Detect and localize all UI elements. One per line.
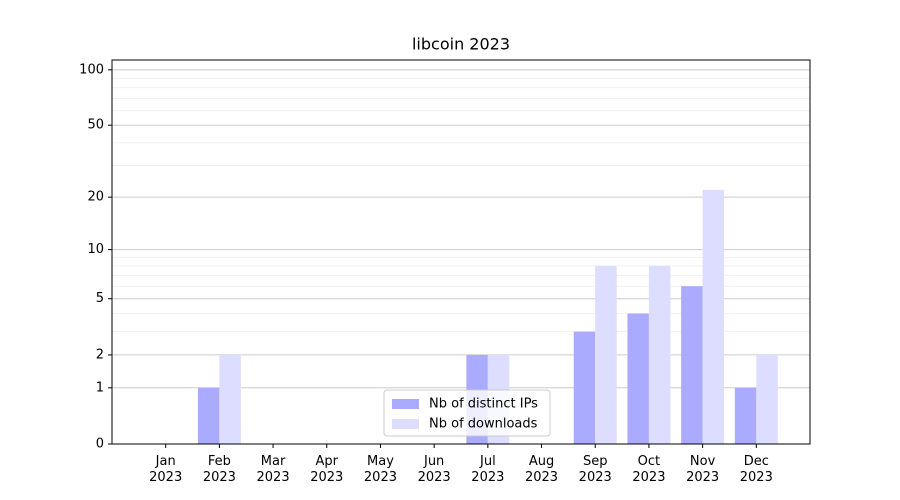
x-tick-label: Apr 2023 — [310, 454, 343, 485]
y-tick-label: 10 — [87, 242, 104, 257]
x-tick-label: Sep 2023 — [579, 454, 612, 485]
x-tick-label: Jan 2023 — [149, 454, 182, 485]
y-tick-label: 2 — [96, 347, 104, 362]
bar — [756, 354, 778, 444]
x-tick-label: Nov 2023 — [686, 454, 719, 485]
x-tick-label: Jun 2023 — [418, 454, 451, 485]
x-tick-label: Aug 2023 — [525, 454, 558, 485]
bar — [734, 387, 757, 444]
x-tick-label: Mar 2023 — [257, 454, 290, 485]
y-tick-label: 100 — [79, 62, 104, 77]
legend-swatch — [392, 399, 419, 409]
plot-frame — [111, 59, 811, 445]
y-tick-label: 1 — [96, 380, 104, 395]
y-tick-label: 0 — [96, 437, 104, 452]
x-tick-label: May 2023 — [364, 454, 397, 485]
x-tick-label: Feb 2023 — [203, 454, 236, 485]
bar — [595, 265, 617, 444]
bar — [197, 387, 220, 444]
x-tick-label: Jul 2023 — [471, 454, 504, 485]
chart-title: libcoin 2023 — [412, 35, 510, 54]
y-tick-label: 20 — [87, 190, 104, 205]
legend-label: Nb of downloads — [429, 417, 538, 432]
bar — [648, 265, 671, 444]
x-tick-label: Oct 2023 — [632, 454, 665, 485]
bar — [627, 313, 649, 444]
bar — [702, 189, 725, 444]
bar — [681, 286, 703, 444]
y-tick-label: 50 — [87, 118, 104, 133]
legend-label: Nb of distinct IPs — [429, 397, 538, 412]
bar — [573, 331, 596, 444]
legend-swatch — [392, 419, 419, 429]
y-tick-label: 5 — [96, 291, 104, 306]
legend-box — [383, 389, 551, 437]
bar — [219, 354, 241, 444]
x-tick-label: Dec 2023 — [740, 454, 773, 485]
legend: Nb of distinct IPs Nb of downloads — [383, 389, 551, 437]
